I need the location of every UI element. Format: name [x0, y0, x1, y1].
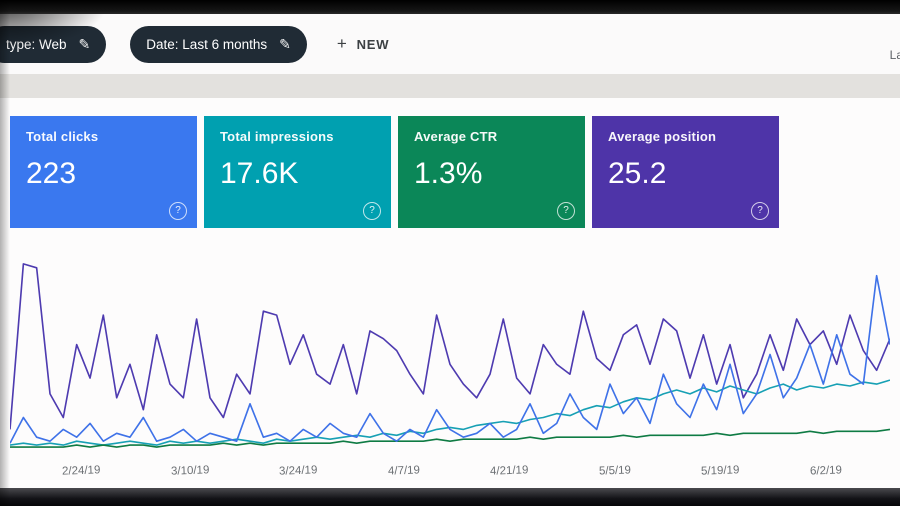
performance-report-panel: Total clicks 223 ? Total impressions 17.…	[0, 98, 900, 488]
x-axis-tick: 5/5/19	[598, 464, 632, 478]
date-filter-chip[interactable]: Date: Last 6 months ✎	[130, 25, 307, 63]
help-icon[interactable]: ?	[557, 202, 575, 220]
metric-card[interactable]: Average position 25.2 ?	[592, 116, 779, 228]
filter-toolbar: type: Web ✎ Date: Last 6 months ✎ + NEW	[0, 14, 900, 74]
metric-card-value: 25.2	[608, 157, 667, 190]
x-axis-tick: 3/10/19	[170, 464, 210, 478]
x-axis-tick: 6/2/19	[809, 464, 843, 478]
edit-pencil-icon[interactable]: ✎	[78, 35, 91, 52]
search-type-filter-chip[interactable]: type: Web ✎	[0, 25, 107, 63]
last-updated-partial-text: La	[889, 48, 900, 62]
chart-area: 2/24/19 3/10/19 3/24/19 4/7/19 4/21/19 5…	[10, 252, 890, 478]
metric-card-value: 17.6K	[220, 157, 299, 190]
x-axis-tick: 2/24/19	[61, 464, 101, 478]
metric-card-value: 223	[26, 157, 77, 190]
x-axis-labels: 2/24/19 3/10/19 3/24/19 4/7/19 4/21/19 5…	[10, 457, 890, 477]
help-icon[interactable]: ?	[169, 202, 187, 220]
metric-card-label: Total clicks	[26, 129, 99, 144]
monitor-bottom-bezel	[0, 488, 900, 506]
x-axis-tick: 5/19/19	[701, 464, 740, 478]
help-icon[interactable]: ?	[363, 202, 381, 220]
metric-card-label: Total impressions	[220, 129, 334, 144]
metric-card[interactable]: Total impressions 17.6K ?	[204, 116, 391, 228]
metric-cards-row: Total clicks 223 ? Total impressions 17.…	[0, 98, 900, 228]
date-filter-label: Date: Last 6 months	[146, 36, 268, 52]
help-icon[interactable]: ?	[751, 202, 769, 220]
plus-icon: +	[336, 34, 348, 53]
metric-card-value: 1.3%	[414, 157, 483, 190]
x-axis-tick: 4/7/19	[387, 464, 421, 478]
new-filter-button-label: NEW	[356, 36, 390, 52]
metric-card[interactable]: Total clicks 223 ?	[10, 116, 197, 228]
monitor-top-bezel	[0, 0, 900, 14]
toolbar-separator-band	[0, 74, 900, 98]
x-axis-tick: 3/24/19	[279, 464, 318, 478]
metric-card-label: Average CTR	[414, 129, 498, 144]
metric-card-label: Average position	[608, 129, 717, 144]
new-filter-button[interactable]: + NEW	[337, 34, 389, 54]
x-axis-tick: 4/21/19	[490, 464, 529, 478]
performance-chart	[10, 263, 890, 448]
edit-pencil-icon[interactable]: ✎	[279, 35, 291, 52]
search-type-filter-label: type: Web	[6, 36, 67, 52]
metric-card[interactable]: Average CTR 1.3% ?	[398, 116, 585, 228]
